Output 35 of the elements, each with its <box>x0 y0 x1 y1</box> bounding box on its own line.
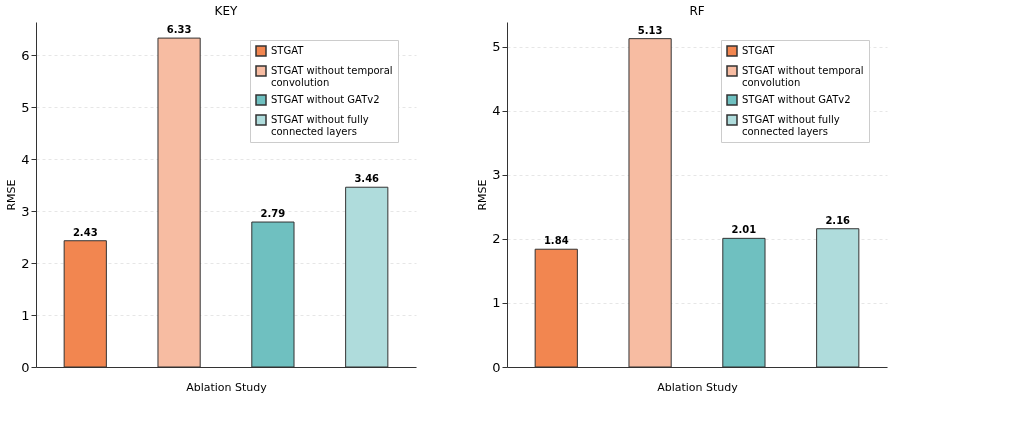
data-label: 1.84 <box>543 235 569 247</box>
legend-label: STGAT <box>742 45 776 56</box>
data-label: 2.79 <box>260 208 286 220</box>
legend-label: STGAT without GATv2 <box>271 94 380 105</box>
chart-title: RF <box>689 4 705 18</box>
y-tick-label: 5 <box>21 99 30 115</box>
legend-label: STGAT <box>271 45 305 56</box>
y-tick-label: 5 <box>492 39 501 55</box>
y-tick-label: 3 <box>21 203 30 219</box>
y-axis-title: RMSE <box>5 179 19 211</box>
legend-label: STGAT without GATv2 <box>742 94 851 105</box>
y-tick-label: 0 <box>21 359 30 375</box>
y-tick-label: 1 <box>492 295 501 311</box>
y-tick-label: 4 <box>492 103 501 119</box>
y-tick-label: 2 <box>492 231 501 247</box>
legend-label: STGAT without fully connected layers <box>271 114 369 137</box>
legend-label: STGAT without temporal convolution <box>271 65 393 88</box>
y-tick-label: 3 <box>492 167 501 183</box>
data-label: 2.16 <box>825 214 851 226</box>
chart-title: KEY <box>214 4 239 18</box>
y-tick-label: 6 <box>21 47 30 63</box>
data-label: 3.46 <box>354 173 380 185</box>
y-tick-label: 0 <box>492 359 501 375</box>
y-tick-label: 2 <box>21 255 30 271</box>
legend-label: STGAT without temporal convolution <box>742 65 864 88</box>
data-label: 6.33 <box>166 24 192 36</box>
data-label: 5.13 <box>637 24 663 36</box>
y-axis-title: RMSE <box>476 179 490 211</box>
y-tick-label: 4 <box>21 151 30 167</box>
data-label: 2.43 <box>72 226 98 238</box>
x-axis-title: Ablation Study <box>186 380 268 394</box>
legend-label: STGAT without fully connected layers <box>742 114 840 137</box>
data-label: 2.01 <box>731 224 757 236</box>
x-axis-title: Ablation Study <box>657 380 739 394</box>
y-tick-label: 1 <box>21 307 30 323</box>
